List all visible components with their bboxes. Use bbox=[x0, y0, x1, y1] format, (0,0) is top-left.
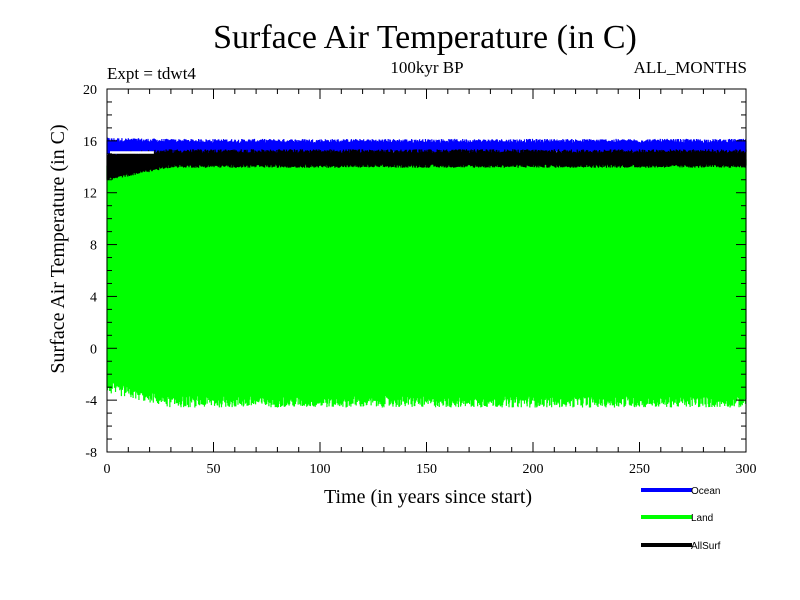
y-tick-label: 8 bbox=[90, 239, 97, 254]
y-tick-label: -8 bbox=[85, 446, 97, 461]
y-tick-label: 4 bbox=[90, 290, 97, 305]
y-tick-label: -4 bbox=[85, 394, 97, 409]
x-tick-label: 300 bbox=[736, 462, 757, 477]
chart-title: Surface Air Temperature (in C) bbox=[213, 19, 637, 56]
y-axis-label: Surface Air Temperature (in C) bbox=[47, 124, 69, 373]
experiment-label: Expt = tdwt4 bbox=[107, 64, 196, 83]
series-land bbox=[106, 156, 747, 408]
x-tick-label: 250 bbox=[629, 462, 650, 477]
legend-label-land: Land bbox=[691, 513, 713, 524]
legend-label-ocean: Ocean bbox=[691, 486, 720, 497]
tick-layer: 0 50 100 150 200 250 300 -8 -4 0 4 8 12 16 20 bbox=[83, 83, 757, 477]
legend-label-allsurf: AllSurf bbox=[691, 541, 721, 552]
x-tick-label: 150 bbox=[416, 462, 437, 477]
series-layer bbox=[106, 137, 747, 408]
x-tick-label: 100 bbox=[310, 462, 331, 477]
chart-subtitle: 100kyr BP bbox=[390, 58, 463, 77]
x-axis-label: Time (in years since start) bbox=[324, 486, 532, 508]
x-tick-label: 50 bbox=[207, 462, 221, 477]
x-tick-label: 200 bbox=[523, 462, 544, 477]
y-tick-label: 12 bbox=[83, 187, 97, 202]
y-tick-label: 16 bbox=[83, 135, 97, 150]
months-label: ALL_MONTHS bbox=[634, 58, 747, 77]
y-tick-label: 0 bbox=[90, 342, 97, 357]
x-tick-label: 0 bbox=[104, 462, 111, 477]
series-allsurf bbox=[106, 149, 747, 180]
legend: Ocean Land AllSurf bbox=[641, 486, 721, 552]
y-tick-label: 20 bbox=[83, 83, 97, 98]
